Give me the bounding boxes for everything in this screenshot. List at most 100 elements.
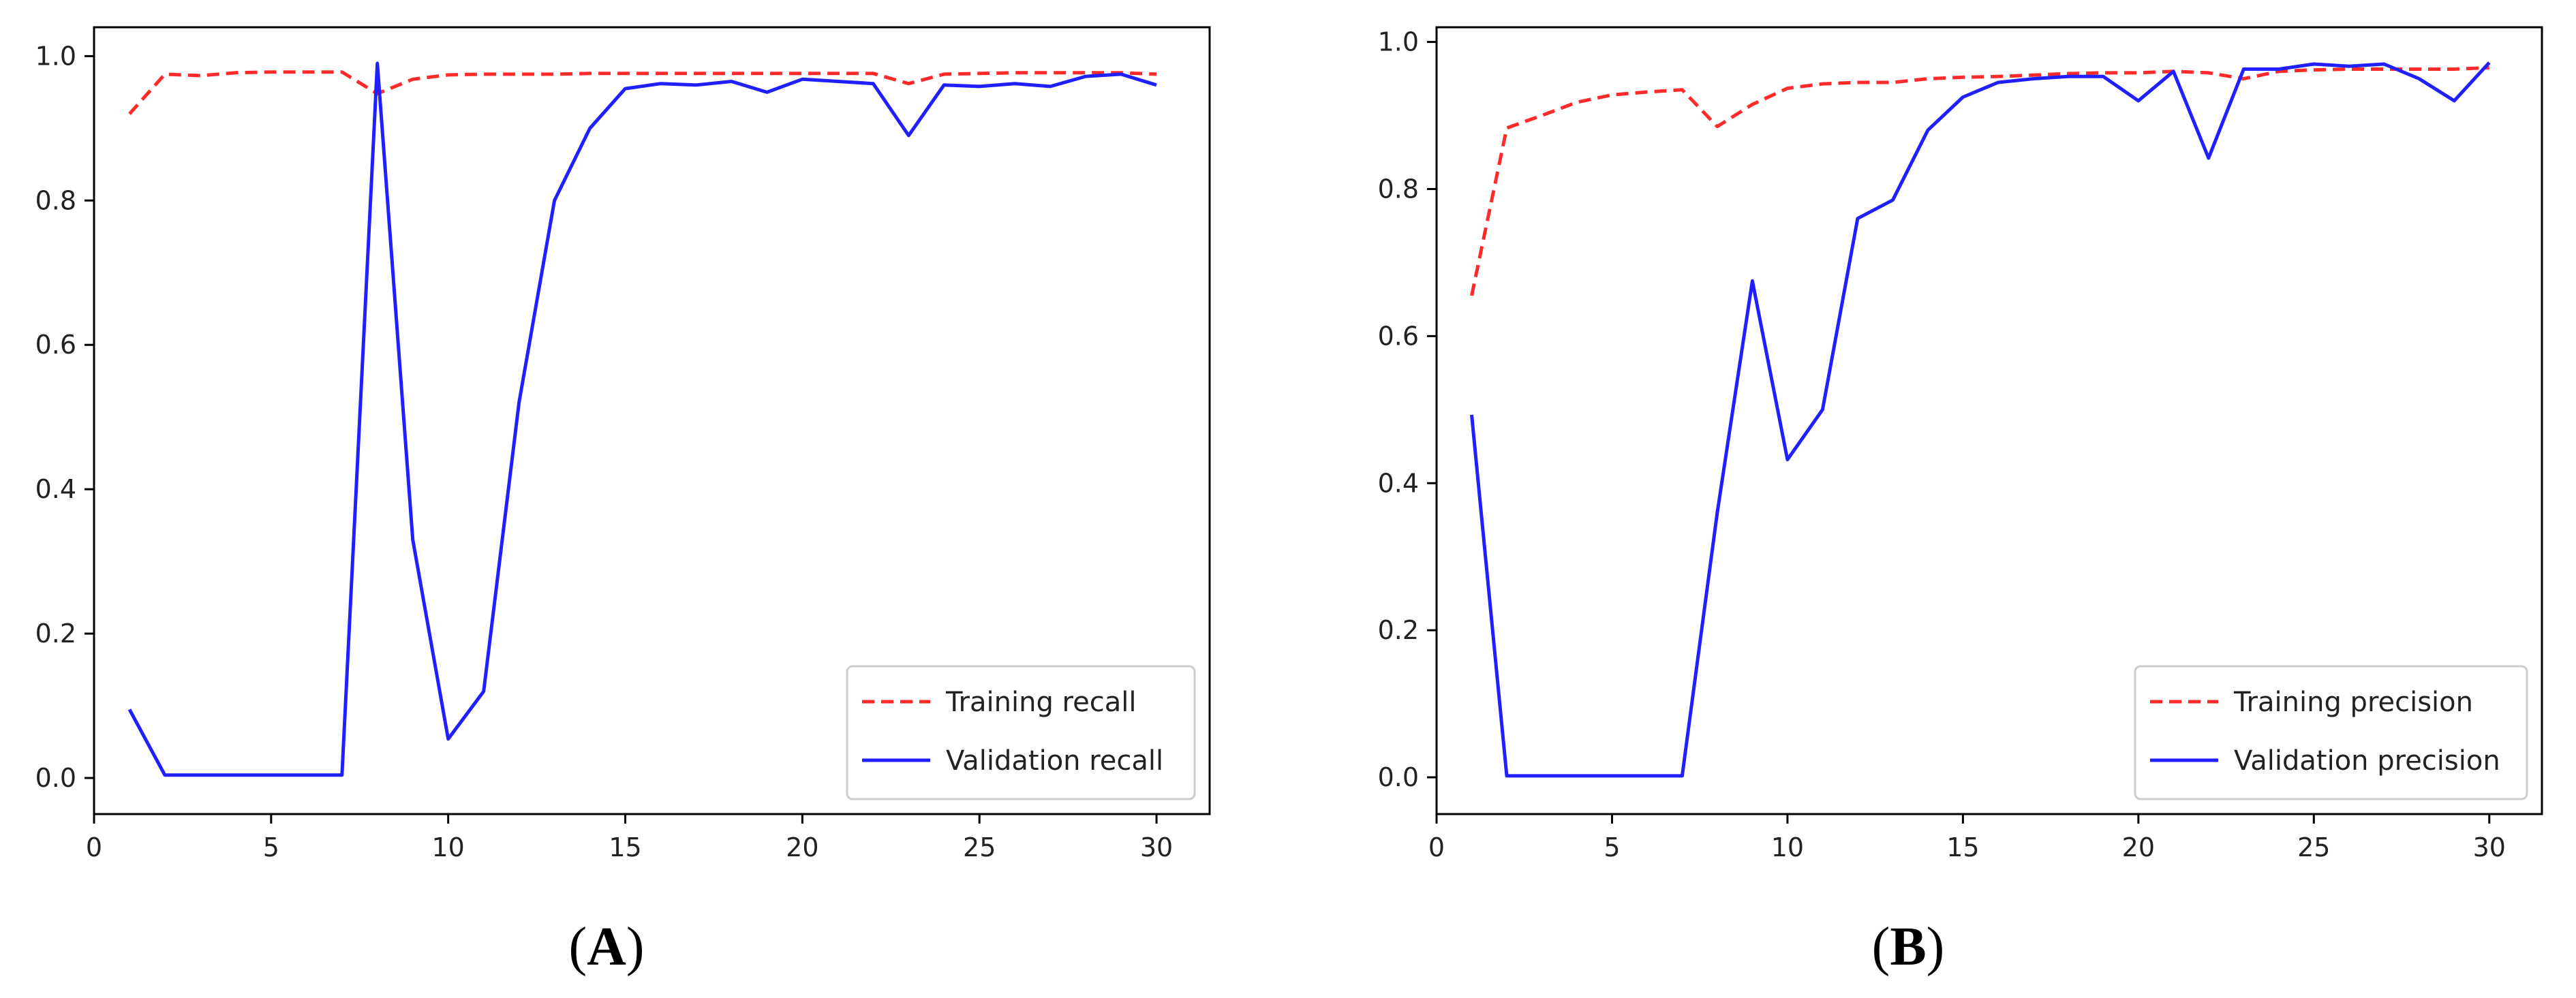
validation-point: [1505, 774, 1508, 777]
training-point: [624, 72, 627, 75]
validation-point: [2242, 67, 2245, 71]
y-tick-label: 0.0: [35, 763, 76, 793]
training-point: [1715, 125, 1719, 128]
validation-point: [1120, 72, 1123, 76]
training-point: [127, 112, 131, 116]
training-point: [163, 72, 166, 76]
validation-point: [659, 82, 662, 85]
legend-validation-label: Validation recall: [946, 745, 1163, 777]
training-point: [942, 72, 946, 76]
validation-point: [1751, 279, 1754, 283]
training-point: [411, 78, 414, 81]
validation-point: [1926, 129, 1929, 132]
validation-point: [234, 773, 237, 777]
validation-point: [1084, 75, 1088, 78]
caption-letter: A: [587, 917, 626, 977]
training-point: [1996, 75, 1999, 78]
validation-point: [1470, 413, 1473, 416]
training-point: [340, 70, 343, 74]
training-point: [836, 72, 840, 75]
y-tick-label: 1.0: [1378, 27, 1419, 57]
training-point: [2347, 67, 2350, 71]
validation-point: [269, 773, 273, 777]
validation-point: [1961, 95, 1965, 99]
training-point: [446, 73, 450, 76]
training-point: [1505, 126, 1508, 129]
validation-point: [2277, 67, 2280, 71]
validation-point: [2417, 77, 2421, 80]
legend-box: [846, 665, 1196, 800]
y-tick-label: 0.6: [1378, 321, 1419, 351]
training-series-line: [1470, 65, 2489, 296]
training-point: [1891, 80, 1895, 84]
training-point: [1470, 294, 1473, 297]
validation-point: [1645, 774, 1649, 777]
training-point: [1926, 77, 1929, 80]
validation-point: [765, 91, 769, 94]
validation-point: [2207, 157, 2210, 160]
training-point: [1013, 71, 1017, 74]
x-tick-label: 30: [2473, 832, 2506, 862]
y-tick-label: 0.0: [1378, 762, 1419, 792]
validation-point: [163, 773, 166, 777]
training-point: [553, 72, 556, 76]
validation-point: [2312, 62, 2316, 65]
validation-point: [482, 689, 485, 693]
training-point: [2207, 71, 2210, 74]
caption-open-paren: (: [568, 917, 587, 977]
training-point: [2102, 71, 2105, 74]
caption-close-paren: ): [1926, 917, 1945, 977]
training-point: [801, 72, 804, 75]
x-tick-label: 20: [786, 832, 818, 862]
training-point: [1821, 82, 1824, 86]
validation-point: [694, 83, 698, 87]
validation-point: [942, 83, 946, 87]
training-point: [1681, 88, 1684, 91]
validation-point: [2102, 75, 2105, 78]
training-point: [765, 72, 769, 75]
validation-point: [1013, 82, 1017, 85]
validation-point: [978, 84, 981, 88]
y-tick-label: 0.2: [35, 619, 76, 649]
validation-point: [517, 401, 521, 405]
training-point: [694, 72, 698, 75]
x-tick-label: 0: [86, 832, 102, 862]
validation-point: [2382, 62, 2386, 65]
validation-point: [446, 737, 450, 740]
validation-point: [127, 708, 131, 711]
plot-frame: [1435, 26, 2543, 815]
training-point: [978, 72, 981, 75]
training-point: [2487, 66, 2491, 69]
plot-frame: [93, 26, 1211, 815]
validation-point: [872, 82, 875, 85]
caption-close-paren: ): [626, 917, 645, 977]
validation-point: [1540, 774, 1544, 777]
chart-b-precision: 0 5 10 15 20 25 30 0.0 0.2 0.4 0.6 0.8 1.0 Training p…: [1378, 26, 2543, 862]
y-tick-label: 0.4: [1378, 468, 1419, 498]
validation-point: [1049, 84, 1052, 88]
training-point: [1961, 76, 1965, 79]
validation-point: [907, 134, 910, 137]
validation-point: [1715, 511, 1719, 514]
validation-point: [1681, 774, 1684, 777]
legend-training-label: Training precision: [2233, 687, 2473, 718]
legend-box: [2134, 665, 2528, 800]
validation-series-line: [1470, 61, 2491, 778]
validation-point: [1575, 774, 1578, 777]
training-point: [482, 72, 485, 76]
training-point: [588, 72, 592, 75]
training-point: [2382, 67, 2386, 71]
validation-point: [1891, 198, 1895, 202]
validation-point: [2136, 99, 2140, 102]
x-tick-label: 25: [2297, 832, 2330, 862]
validation-point: [588, 127, 592, 130]
training-point: [1610, 93, 1614, 97]
validation-point: [340, 773, 343, 777]
training-point: [2453, 67, 2456, 71]
panel-caption-b: (B): [1840, 916, 1976, 978]
validation-point: [624, 87, 627, 91]
x-tick-label: 5: [263, 832, 279, 862]
y-tick-label: 0.6: [35, 330, 76, 360]
validation-point: [411, 538, 414, 542]
